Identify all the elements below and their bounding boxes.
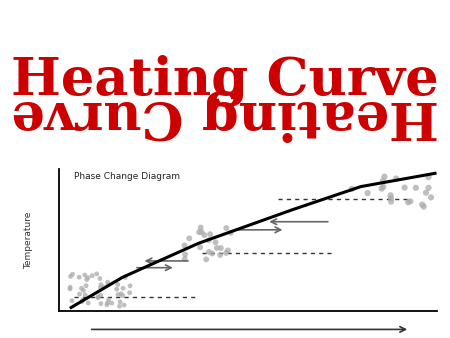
Point (381, 174, 388, 179)
Point (181, 252, 189, 257)
Point (425, 174, 432, 180)
Point (364, 190, 371, 196)
Point (428, 195, 435, 200)
Point (407, 199, 414, 204)
Point (224, 248, 231, 253)
Text: Phase Change Diagram: Phase Change Diagram (74, 172, 180, 181)
Point (121, 302, 128, 308)
Point (85, 300, 92, 306)
Point (119, 293, 126, 298)
Point (97, 301, 104, 306)
Point (209, 251, 216, 256)
Point (387, 199, 395, 204)
Point (197, 245, 204, 250)
Point (205, 238, 212, 243)
Point (202, 257, 210, 262)
Point (126, 290, 133, 295)
Point (83, 277, 90, 282)
Point (80, 288, 87, 293)
Text: Temperature: Temperature (24, 211, 33, 269)
Point (82, 283, 90, 288)
Text: Heating Curve: Heating Curve (11, 89, 439, 141)
Point (387, 193, 394, 198)
Point (420, 204, 427, 209)
Point (393, 176, 400, 181)
Point (67, 274, 74, 279)
Point (122, 275, 129, 280)
Point (93, 271, 100, 276)
Point (186, 236, 193, 241)
Point (195, 230, 203, 235)
Point (198, 229, 205, 235)
Point (213, 245, 220, 250)
Point (181, 257, 189, 262)
Point (76, 274, 83, 280)
Point (116, 304, 123, 309)
Point (181, 243, 188, 248)
Point (69, 271, 76, 277)
Point (117, 291, 125, 296)
Point (405, 199, 412, 205)
Point (81, 292, 89, 298)
Point (223, 250, 230, 256)
Point (114, 282, 122, 287)
Point (113, 287, 120, 292)
Point (379, 184, 387, 190)
Point (94, 294, 102, 299)
Point (418, 202, 426, 207)
Text: Heating Curve: Heating Curve (11, 55, 439, 107)
Point (68, 298, 76, 304)
Point (205, 249, 212, 255)
Point (97, 292, 104, 298)
Point (120, 286, 127, 291)
Point (223, 225, 230, 231)
Point (81, 272, 88, 278)
Point (425, 185, 432, 191)
Point (216, 252, 224, 258)
Point (108, 300, 115, 306)
Point (100, 284, 107, 290)
Point (114, 292, 122, 297)
Point (78, 299, 86, 304)
Point (85, 275, 92, 280)
Point (67, 285, 74, 290)
Point (217, 245, 225, 251)
Point (212, 240, 219, 245)
Point (378, 186, 385, 191)
Point (96, 276, 104, 281)
Point (89, 273, 96, 278)
Point (412, 185, 419, 191)
Point (423, 190, 430, 195)
Point (126, 283, 134, 289)
Point (401, 185, 408, 190)
Point (79, 297, 86, 303)
Point (104, 300, 111, 306)
Point (104, 282, 112, 288)
Point (201, 232, 208, 238)
Point (387, 196, 395, 201)
Point (117, 299, 124, 305)
Point (104, 302, 111, 308)
Point (97, 282, 104, 287)
Point (76, 291, 83, 297)
Point (227, 230, 234, 236)
Point (94, 295, 102, 300)
Point (67, 286, 74, 292)
Point (348, 186, 356, 192)
Point (97, 285, 104, 290)
Point (207, 232, 214, 237)
Point (197, 225, 204, 230)
Point (78, 286, 85, 291)
Point (105, 297, 112, 303)
Point (379, 178, 387, 184)
Point (104, 280, 111, 285)
